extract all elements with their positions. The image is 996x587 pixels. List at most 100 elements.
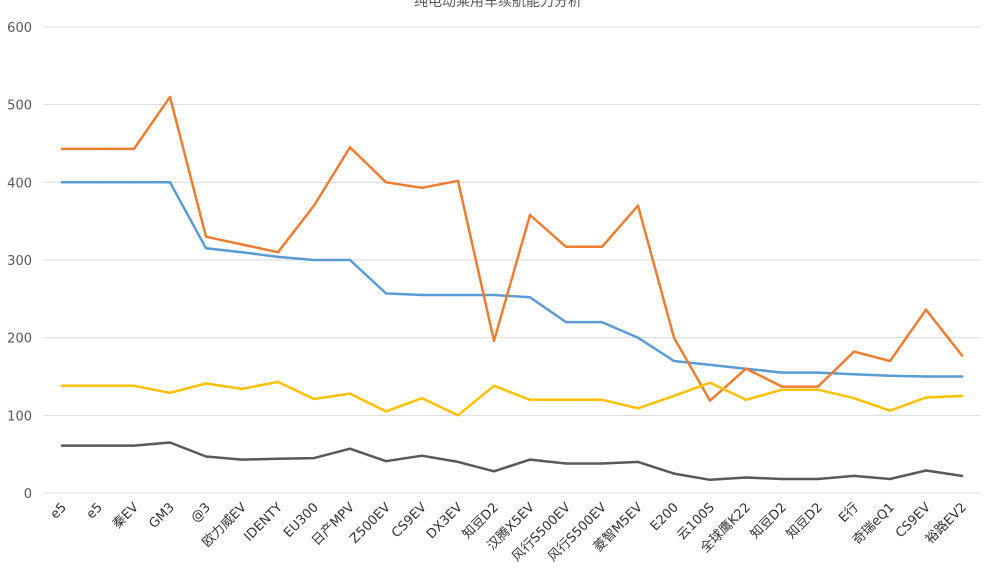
- y-tick-label: 100: [7, 409, 32, 424]
- series-orange-point: [168, 95, 172, 99]
- series-blue-point: [240, 251, 244, 254]
- series-orange-point: [744, 367, 748, 370]
- series-gray-point: [816, 477, 820, 481]
- x-tick-label: E200: [648, 500, 682, 534]
- series-yellow-point: [960, 394, 964, 398]
- series-blue-point: [492, 293, 496, 297]
- series-gray-point: [852, 474, 856, 478]
- x-tick-label: @3: [188, 500, 214, 526]
- series-blue-point: [420, 293, 424, 297]
- series-yellow-point: [564, 398, 568, 401]
- series-blue-line: [60, 181, 964, 378]
- series-orange-point: [600, 245, 604, 248]
- series-blue-point: [852, 372, 856, 376]
- series-yellow-point: [780, 388, 784, 391]
- x-tick-label: Z500EV: [347, 500, 394, 547]
- series-orange-point: [348, 146, 352, 149]
- series-gray-point: [564, 462, 568, 465]
- series-orange-point: [96, 147, 100, 151]
- series-blue-point: [780, 371, 784, 374]
- series-blue-point: [312, 258, 316, 262]
- series-gray-point: [744, 476, 748, 479]
- series-orange-point: [924, 308, 928, 311]
- series-orange-point: [204, 235, 208, 238]
- y-tick-label: 500: [7, 99, 32, 114]
- y-tick-label: 300: [7, 254, 32, 269]
- series-orange-point: [708, 399, 712, 402]
- series-yellow: [60, 380, 964, 417]
- series-orange-point: [564, 245, 568, 248]
- series-blue-point: [564, 320, 568, 324]
- series-gray-point: [960, 474, 964, 478]
- series-blue-point: [672, 359, 676, 363]
- series-orange-point: [132, 147, 136, 151]
- y-tick-label: 400: [7, 176, 32, 191]
- series-orange-point: [528, 213, 532, 217]
- series-gray-point: [96, 444, 100, 447]
- series-yellow-point: [636, 407, 640, 410]
- series-gray-point: [888, 477, 892, 481]
- series-gray-point: [60, 444, 64, 447]
- series-gray-point: [672, 472, 676, 475]
- series-orange-point: [384, 181, 388, 184]
- x-tick-label: E行: [836, 500, 862, 526]
- series-orange-point: [276, 251, 280, 254]
- series-yellow-point: [276, 380, 280, 384]
- x-tick-label: CS9EV: [389, 500, 430, 541]
- series-blue-point: [456, 293, 460, 297]
- x-tick-label: 知豆D2: [747, 500, 790, 543]
- series-orange: [60, 95, 964, 402]
- series-blue-point: [924, 375, 928, 378]
- series-gray-point: [168, 441, 172, 444]
- series-blue-point: [96, 181, 100, 184]
- series-blue-point: [888, 374, 892, 377]
- series-orange-point: [780, 385, 784, 388]
- series-blue-point: [60, 181, 64, 184]
- series-yellow-point: [924, 396, 928, 399]
- series-yellow-point: [528, 398, 532, 401]
- series-gray-point: [600, 462, 604, 465]
- series-orange-point: [492, 339, 496, 342]
- series-gray-point: [132, 444, 136, 447]
- series-yellow-point: [348, 392, 352, 395]
- y-tick-label: 0: [24, 487, 32, 502]
- x-tick-label: 秦EV: [110, 500, 142, 532]
- series-blue: [60, 181, 964, 378]
- series-orange-point: [816, 385, 820, 388]
- series-yellow-point: [240, 387, 244, 391]
- series-orange-point: [672, 336, 676, 339]
- series-blue-point: [600, 320, 604, 324]
- series-gray-point: [528, 458, 532, 461]
- series-orange-point: [960, 354, 964, 357]
- series-blue-point: [168, 181, 172, 184]
- series-orange-point: [312, 204, 316, 207]
- series-yellow-point: [60, 384, 64, 388]
- series-yellow-point: [852, 397, 856, 400]
- series-yellow-point: [456, 414, 460, 417]
- series-gray-point: [492, 470, 496, 473]
- x-tick-label: 知豆D2: [783, 500, 826, 543]
- series-yellow-point: [312, 397, 316, 401]
- y-gridlines: [44, 26, 980, 494]
- series-gray-point: [708, 478, 712, 481]
- series-blue-point: [816, 371, 820, 374]
- series-yellow-point: [96, 384, 100, 388]
- series-yellow-point: [204, 382, 208, 385]
- series-blue-point: [348, 258, 352, 262]
- x-tick-label: DX3EV: [424, 500, 466, 542]
- series-orange-point: [456, 179, 460, 182]
- series-yellow-point: [384, 410, 388, 413]
- series-gray-point: [312, 456, 316, 460]
- series-gray: [60, 441, 964, 482]
- series-gray-point: [420, 454, 424, 457]
- series-blue-point: [276, 255, 280, 259]
- series-gray-point: [204, 455, 208, 458]
- series-yellow-point: [132, 384, 136, 388]
- series-blue-point: [132, 181, 136, 184]
- series-orange-point: [888, 359, 892, 363]
- series-orange-line: [60, 95, 964, 402]
- y-axis-ticks: 0 100 200 300 400 500 600: [7, 21, 32, 502]
- series-gray-point: [384, 459, 388, 463]
